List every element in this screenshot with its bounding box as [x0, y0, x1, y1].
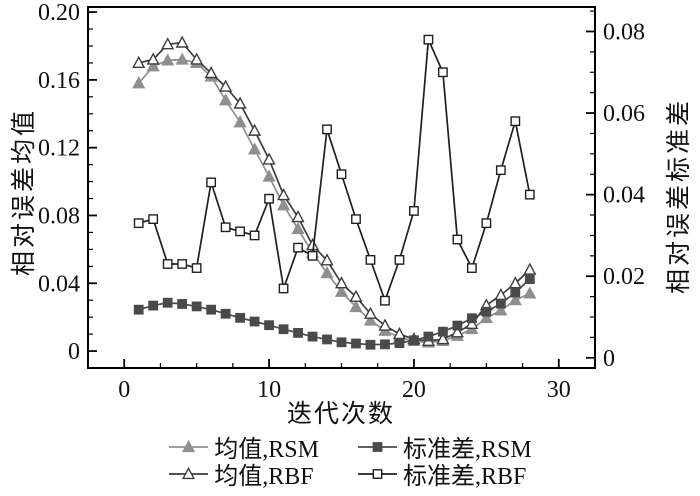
- legend-label-std-rbf: 标准差,RBF: [403, 463, 527, 490]
- svg-text:20: 20: [402, 377, 426, 403]
- std-rsm-marker-icon: [357, 436, 399, 456]
- svg-text:0.20: 0.20: [38, 0, 80, 26]
- svg-text:0.16: 0.16: [38, 68, 80, 94]
- svg-text:0.08: 0.08: [38, 203, 80, 229]
- legend-item-std-rbf: 标准差,RBF: [357, 460, 532, 490]
- svg-text:0: 0: [603, 346, 615, 372]
- svg-text:0.04: 0.04: [38, 271, 80, 297]
- svg-text:0.08: 0.08: [603, 19, 645, 45]
- svg-text:0: 0: [118, 377, 130, 403]
- std-rbf-marker-icon: [357, 463, 399, 483]
- svg-text:0.02: 0.02: [603, 264, 645, 290]
- svg-text:0.06: 0.06: [603, 101, 645, 127]
- svg-text:0.12: 0.12: [38, 136, 80, 162]
- svg-text:0.04: 0.04: [603, 183, 645, 209]
- svg-text:0: 0: [68, 339, 80, 365]
- legend: 均值,RSM 标准差,RSM 均值,RBF 标准差,RBF: [0, 433, 700, 490]
- svg-text:30: 30: [547, 377, 571, 403]
- chart-plot-area: 0 10 20 30 0 0.04 0.08 0.12 0.16 0.20 0 0.02 0.04 0.0…: [38, 0, 645, 403]
- svg-text:10: 10: [257, 377, 281, 403]
- x-axis-title: 迭代次数: [286, 401, 396, 428]
- mean-rbf-marker-icon: [168, 463, 210, 483]
- y-right-axis-title: 相对误差标准差: [666, 97, 693, 295]
- legend-item-mean-rsm: 均值,RSM: [168, 433, 319, 463]
- legend-item-mean-rbf: 均值,RBF: [168, 460, 319, 490]
- y-left-axis-title: 相对误差均值: [11, 107, 38, 277]
- legend-label-mean-rsm: 均值,RSM: [214, 436, 319, 463]
- legend-label-std-rsm: 标准差,RSM: [403, 436, 532, 463]
- legend-label-mean-rbf: 均值,RBF: [214, 463, 314, 490]
- mean-rsm-marker-icon: [168, 436, 210, 456]
- legend-item-std-rsm: 标准差,RSM: [357, 433, 532, 463]
